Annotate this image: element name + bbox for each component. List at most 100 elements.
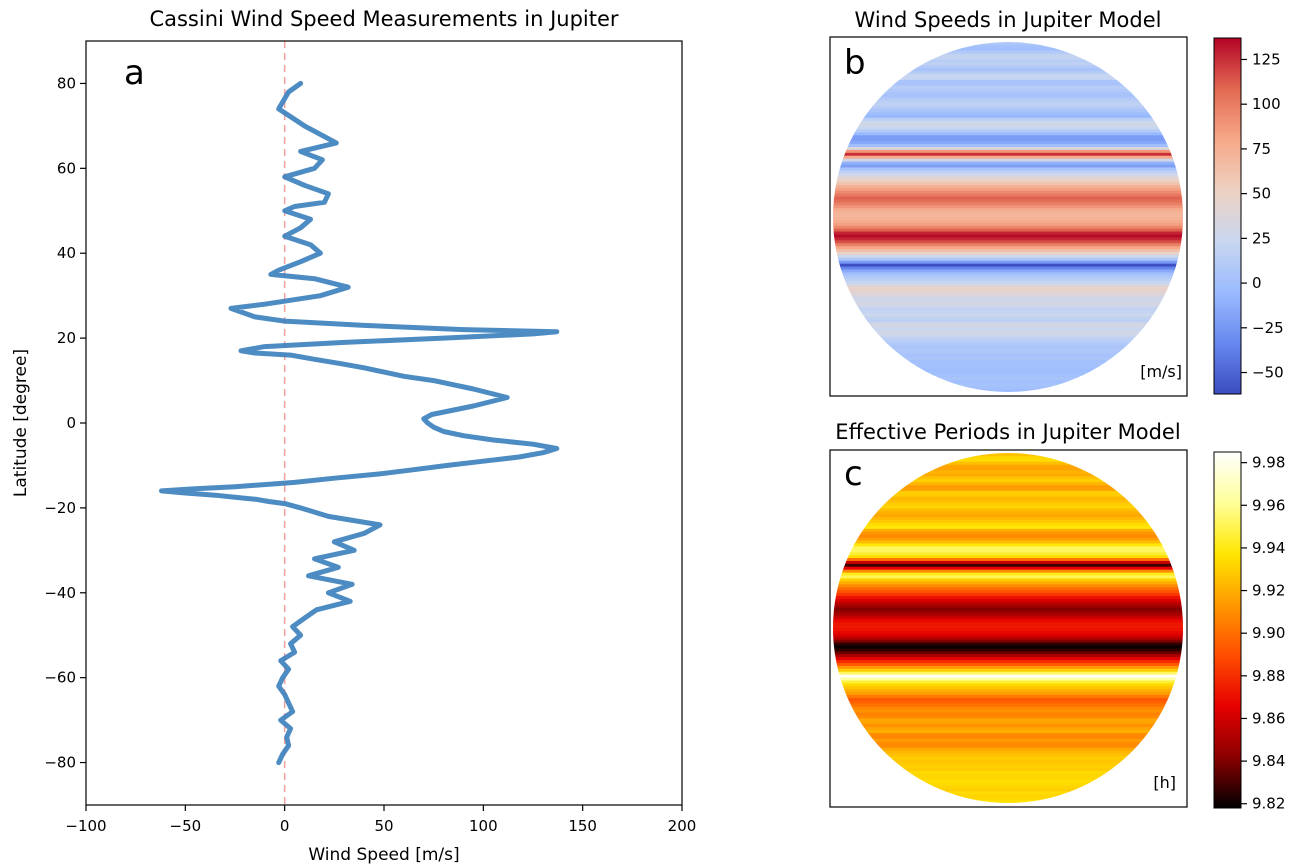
period-band: [833, 549, 1183, 553]
panel-a-y-ticks: −80 −60 −40 −20 0 20 40 60 80: [44, 74, 86, 772]
x-tick-label: −50: [170, 817, 202, 835]
wind-band: [833, 74, 1183, 78]
wind-band: [833, 77, 1183, 81]
colorbar-tick-label: 9.88: [1252, 667, 1285, 685]
colorbar-tick-label: 0: [1252, 274, 1262, 292]
period-band: [833, 598, 1183, 603]
wind-band: [833, 109, 1183, 113]
period-band: [833, 628, 1183, 632]
period-band: [833, 712, 1183, 717]
period-band: [833, 479, 1183, 483]
wind-band: [833, 149, 1183, 154]
wind-band: [833, 44, 1183, 49]
x-tick-label: −100: [65, 817, 106, 835]
period-band: [833, 709, 1183, 714]
period-band: [833, 759, 1183, 763]
wind-band: [833, 383, 1183, 387]
wind-band: [833, 202, 1183, 206]
wind-band: [833, 161, 1183, 166]
period-band: [833, 791, 1183, 795]
wind-band: [833, 246, 1183, 250]
period-band: [833, 680, 1183, 685]
x-tick-label: 150: [568, 817, 597, 835]
wind-band: [833, 351, 1183, 355]
wind-band: [833, 144, 1183, 148]
wind-band: [833, 59, 1183, 64]
colorbar-tick-label: −50: [1252, 364, 1284, 382]
wind-band: [833, 100, 1183, 104]
period-band: [833, 651, 1183, 655]
wind-band: [833, 354, 1183, 358]
wind-band: [833, 176, 1183, 180]
period-band: [833, 762, 1183, 766]
period-band: [833, 543, 1183, 547]
wind-band: [833, 182, 1183, 186]
wind-band: [833, 71, 1183, 75]
wind-band: [833, 254, 1183, 259]
wind-band: [833, 295, 1183, 300]
wind-band: [833, 68, 1183, 72]
wind-band: [833, 304, 1183, 309]
period-band: [833, 558, 1183, 562]
panel-b-unit: [m/s]: [1140, 362, 1182, 381]
period-band: [833, 601, 1183, 606]
wind-band: [833, 330, 1183, 335]
wind-band: [833, 357, 1183, 361]
wind-band: [833, 114, 1183, 119]
period-band: [833, 587, 1183, 591]
period-band: [833, 642, 1183, 647]
period-band: [833, 619, 1183, 623]
wind-band: [833, 240, 1183, 244]
wind-band: [833, 62, 1183, 66]
colorbar-tick-label: 9.96: [1252, 496, 1285, 514]
period-band: [833, 485, 1183, 489]
wind-band: [833, 333, 1183, 338]
period-band: [833, 528, 1183, 533]
wind-band: [833, 53, 1183, 58]
period-band: [833, 523, 1183, 527]
x-tick-label: 0: [280, 817, 290, 835]
colorbar-tick-label: 9.92: [1252, 582, 1285, 600]
period-band: [833, 593, 1183, 597]
wind-band: [833, 112, 1183, 116]
panel-c-colorbar-ticks: 9.98 9.96 9.94 9.92 9.90 9.88 9.86 9.84 9.82: [1241, 454, 1285, 813]
wind-band: [833, 377, 1183, 381]
colorbar-tick-label: 9.82: [1252, 795, 1285, 813]
wind-band: [833, 234, 1183, 239]
wind-band: [833, 301, 1183, 306]
y-tick-label: 20: [57, 329, 76, 347]
wind-band: [833, 327, 1183, 332]
y-tick-label: −40: [44, 584, 76, 602]
colorbar-tick-label: 9.90: [1252, 624, 1285, 642]
wind-band: [833, 65, 1183, 69]
wind-band: [833, 147, 1183, 151]
wind-band: [833, 389, 1183, 392]
period-band: [833, 730, 1183, 734]
wind-band: [833, 263, 1183, 268]
wind-band: [833, 184, 1183, 189]
wind-band: [833, 374, 1183, 379]
period-band: [833, 747, 1183, 752]
period-band: [833, 622, 1183, 626]
wind-band: [833, 257, 1183, 262]
panel-b-wind-disk: [833, 42, 1183, 392]
period-band: [833, 578, 1183, 582]
period-band: [833, 476, 1183, 480]
period-band: [833, 741, 1183, 746]
period-band: [833, 525, 1183, 530]
panel-c-colorbar: [1213, 451, 1242, 809]
wind-band: [833, 106, 1183, 110]
period-band: [833, 779, 1183, 784]
period-band: [833, 768, 1183, 772]
wind-band: [833, 193, 1183, 198]
y-tick-label: 0: [66, 414, 76, 432]
wind-band: [833, 249, 1183, 253]
period-band: [833, 467, 1183, 472]
period-band: [833, 488, 1183, 492]
panel-b-colorbar-ticks: 125 100 75 50 25 0 −25 −50: [1241, 50, 1284, 382]
period-band: [833, 753, 1183, 757]
period-band: [833, 706, 1183, 711]
period-band: [833, 520, 1183, 524]
wind-band: [833, 217, 1183, 221]
